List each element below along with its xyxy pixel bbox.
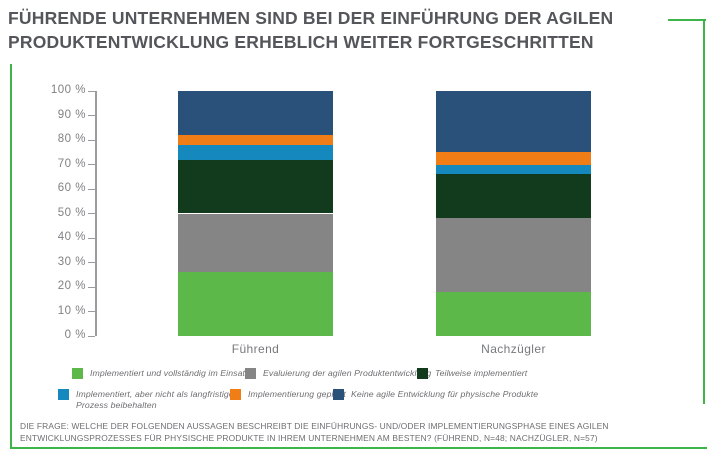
bar-segment-0-5 — [178, 91, 333, 136]
footnote-line-2: ENTWICKLUNGSPROZESSES FÜR PHYSISCHE PROD… — [20, 433, 598, 443]
legend-item-1: Evaluierung der agilen Produktentwicklun… — [245, 368, 431, 379]
legend-label: Implementierung geplant — [248, 389, 346, 399]
y-axis-tick — [88, 311, 95, 312]
y-axis-tick-label: 100 % — [50, 84, 86, 96]
y-axis-tick — [88, 213, 95, 214]
legend-item-2: Teilweise implementiert — [417, 368, 527, 379]
y-axis-tick — [88, 115, 95, 116]
accent-line-left — [10, 64, 12, 449]
accent-line-right — [703, 19, 705, 404]
footnote: DIE FRAGE: WELCHE DER FOLGENDEN AUSSAGEN… — [20, 420, 710, 444]
legend-label: Keine agile Entwicklung für physische Pr… — [351, 389, 539, 399]
y-axis-tick-label: 80 % — [57, 133, 86, 145]
y-axis-tick-label: 30 % — [57, 255, 86, 268]
y-axis-tick-label: 40 % — [57, 231, 86, 243]
category-label-0: Führend — [231, 342, 280, 356]
legend-label: Teilweise implementiert — [435, 368, 528, 378]
legend-item-0: Implementiert und vollständig im Einsatz — [72, 368, 249, 379]
legend-item-5: Keine agile Entwicklung für physische Pr… — [333, 389, 538, 400]
category-label-1: Nachzügler — [481, 342, 546, 356]
y-axis-tick-label: 90 % — [57, 108, 86, 121]
y-axis-tick — [88, 262, 95, 263]
y-axis-tick-label: 50 % — [57, 206, 86, 219]
y-axis-tick — [88, 237, 95, 239]
bar-segment-0-3 — [178, 144, 333, 160]
bar-segment-1-0 — [436, 291, 591, 336]
legend-swatch — [58, 389, 69, 400]
y-axis-tick — [88, 164, 95, 165]
y-axis-tick — [88, 90, 95, 92]
page-title: FÜHRENDE UNTERNEHMEN SIND BEI DER EINFÜH… — [8, 7, 668, 54]
legend-label: Implementiert und vollständig im Einsatz — [90, 368, 250, 378]
bar-segment-1-2 — [436, 174, 591, 219]
y-axis-tick-label: 60 % — [57, 182, 86, 194]
bar-segment-1-5 — [436, 91, 591, 153]
title-line-2: PRODUKTENTWICKLUNG ERHEBLICH WEITER FORT… — [8, 31, 594, 52]
bar-segment-0-4 — [178, 135, 333, 145]
footnote-line-1: DIE FRAGE: WELCHE DER FOLGENDEN AUSSAGEN… — [20, 421, 609, 431]
legend-item-4: Implementierung geplant — [230, 389, 346, 400]
legend-item-3: Implementiert, aber nicht als langfristi… — [58, 389, 254, 410]
bar-segment-1-3 — [436, 164, 591, 175]
y-axis-tick-label: 10 % — [57, 304, 86, 317]
legend-swatch — [230, 389, 241, 400]
accent-line-top-right — [668, 19, 706, 21]
bar-segment-0-1 — [178, 213, 333, 273]
bar-segment-1-1 — [436, 218, 591, 292]
y-axis-tick — [88, 286, 95, 288]
y-axis-tick — [88, 188, 95, 190]
bar-segment-0-2 — [178, 159, 333, 214]
y-axis-tick — [88, 139, 95, 141]
legend-label: Implementiert, aber nicht als langfristi… — [76, 389, 239, 410]
legend-swatch — [333, 389, 344, 400]
y-axis-tick-label: 20 % — [57, 280, 86, 292]
legend-label: Evaluierung der agilen Produktentwicklun… — [263, 368, 432, 378]
legend-swatch — [245, 368, 256, 379]
legend-swatch — [417, 368, 428, 379]
y-axis-tick-label: 70 % — [57, 157, 86, 170]
y-axis-tick-label: 0 % — [64, 329, 86, 341]
y-axis-line — [95, 91, 97, 336]
bar-segment-0-0 — [178, 272, 333, 336]
accent-line-bottom — [10, 447, 707, 449]
title-line-1: FÜHRENDE UNTERNEHMEN SIND BEI DER EINFÜH… — [8, 8, 614, 28]
y-axis-tick — [88, 335, 95, 337]
bar-segment-1-4 — [436, 152, 591, 165]
legend-swatch — [72, 368, 83, 379]
